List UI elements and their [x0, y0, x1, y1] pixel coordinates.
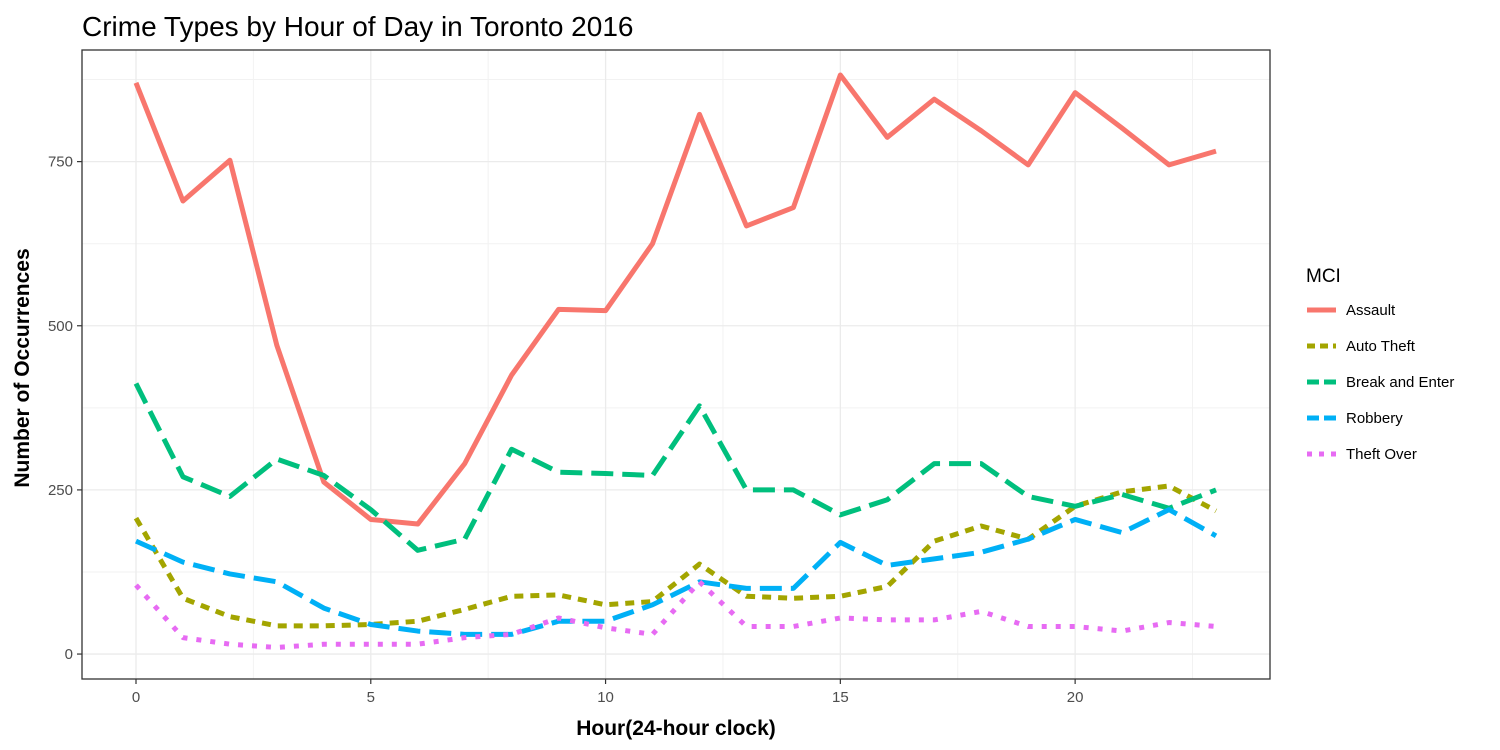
x-tick-label: 0 — [132, 689, 140, 706]
legend-label-auto-theft: Auto Theft — [1346, 338, 1416, 355]
x-tick-label: 5 — [367, 689, 375, 706]
legend-label-theft-over: Theft Over — [1346, 446, 1417, 463]
x-tick-label: 10 — [597, 689, 614, 706]
y-tick-label: 0 — [65, 646, 73, 663]
x-axis: 0 5 10 15 20 — [132, 679, 1084, 706]
series-line-break-and-enter — [133, 382, 1217, 553]
series-line-assault — [133, 72, 1217, 527]
y-axis: 0 250 500 750 — [48, 154, 82, 663]
legend-label-break-and-enter: Break and Enter — [1346, 374, 1454, 391]
legend: MCI Assault Auto Theft Break and Enter Robb… — [1306, 266, 1454, 463]
legend-label-assault: Assault — [1346, 302, 1396, 319]
y-axis-title: Number of Occurrences — [11, 248, 34, 487]
x-tick-label: 20 — [1067, 689, 1084, 706]
plot-border — [81, 49, 1271, 680]
series-line-robbery — [134, 507, 1218, 637]
chart-title: Crime Types by Hour of Day in Toronto 20… — [82, 11, 633, 42]
x-axis-title: Hour(24-hour clock) — [576, 717, 776, 740]
plot-background — [82, 50, 1270, 679]
y-tick-label: 500 — [48, 318, 73, 335]
y-tick-label: 250 — [48, 482, 73, 499]
grid-lines — [82, 50, 1270, 679]
plot-panel — [81, 49, 1271, 680]
legend-title: MCI — [1306, 266, 1341, 287]
series-line-auto-theft — [133, 483, 1218, 629]
y-tick-label: 750 — [48, 154, 73, 171]
legend-label-robbery: Robbery — [1346, 410, 1403, 427]
x-tick-label: 15 — [832, 689, 849, 706]
series-layer — [133, 72, 1218, 650]
